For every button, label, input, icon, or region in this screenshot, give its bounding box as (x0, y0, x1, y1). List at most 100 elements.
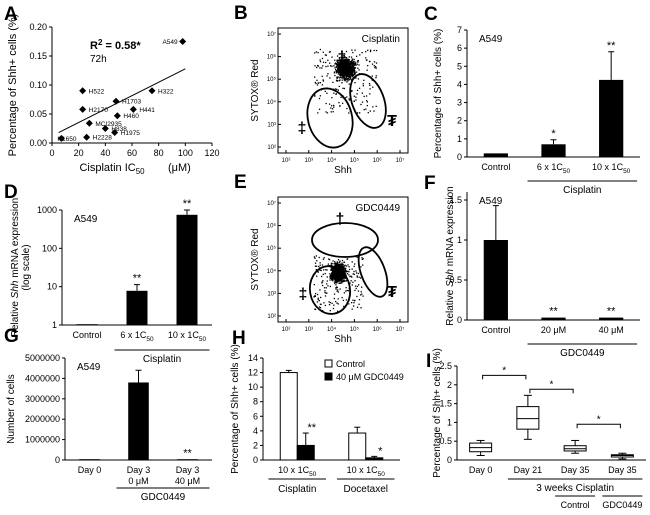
flow-event-dot (345, 72, 347, 74)
flow-event-dot (340, 266, 342, 269)
flow-event-dot (334, 278, 337, 280)
flow-event-dot (341, 76, 344, 78)
flow-event-dot (352, 72, 354, 74)
flow-event-dot (371, 75, 373, 77)
flow-event-dot (340, 67, 342, 69)
flow-event-dot (344, 71, 347, 74)
flow-event-dot (356, 112, 359, 114)
flow-event-dot (346, 81, 348, 83)
flow-y-axis-title: SYTOX® Red (250, 228, 261, 290)
category-label: 10 x 1C50 (592, 162, 631, 175)
flow-event-dot (347, 62, 349, 64)
flow-event-dot (329, 65, 332, 67)
flow-event-dot (338, 69, 340, 71)
flow-event-dot (331, 269, 333, 271)
flow-event-dot (344, 62, 346, 64)
flow-event-dot (325, 287, 327, 289)
flow-event-dot (355, 96, 357, 98)
flow-event-dot (339, 74, 341, 76)
flow-event-dot (318, 265, 320, 268)
flow-event-dot (354, 49, 356, 51)
flow-event-dot (362, 83, 364, 85)
flow-event-dot (332, 269, 334, 271)
a-x-tick-label: 80 (154, 148, 164, 158)
flow-event-dot (337, 71, 339, 73)
flow-event-dot (348, 65, 350, 67)
flow-event-dot (343, 64, 345, 66)
flow-event-dot (357, 59, 360, 62)
flow-event-dot (341, 262, 343, 264)
flow-event-dot (329, 276, 331, 278)
flow-event-dot (343, 72, 346, 75)
flow-event-dot (314, 308, 317, 311)
flow-event-dot (314, 52, 316, 54)
flow-event-dot (335, 279, 337, 281)
flow-event-dot (331, 276, 334, 278)
flow-event-dot (333, 65, 335, 67)
flow-event-dot (331, 56, 333, 58)
flow-event-dot (346, 78, 349, 80)
flow-event-dot (350, 65, 352, 67)
a-data-point (148, 87, 156, 95)
flow-gate (306, 87, 354, 149)
flow-event-dot (337, 263, 339, 265)
flow-event-dot (336, 279, 338, 281)
flow-event-dot (353, 69, 355, 72)
flow-event-dot (339, 71, 341, 73)
a-x-tick-label: 100 (178, 148, 193, 158)
flow-event-dot (348, 76, 351, 78)
group-label: GDC0449 (141, 492, 186, 503)
panel-letter-e: E (234, 172, 247, 193)
flow-event-dot (342, 63, 345, 65)
h-legend-label: Control (336, 359, 365, 369)
flow-event-dot (349, 76, 352, 78)
flow-event-dot (345, 265, 348, 267)
category-label: Day 0 (78, 465, 102, 475)
bar-y-tick-label: 0.5 (449, 275, 462, 285)
flow-event-dot (326, 269, 328, 271)
flow-event-dot (316, 84, 319, 86)
flow-event-dot (333, 269, 336, 272)
flow-event-dot (362, 264, 364, 266)
flow-event-dot (358, 64, 360, 66)
flow-event-dot (333, 273, 336, 276)
flow-event-dot (337, 73, 339, 75)
flow-event-dot (338, 73, 341, 76)
flow-event-dot (348, 98, 350, 100)
flow-event-dot (347, 73, 349, 76)
flow-x-tick-label: 10⁵ (350, 326, 360, 333)
flow-event-dot (338, 64, 341, 66)
flow-event-dot (318, 299, 320, 302)
flow-event-dot (342, 64, 344, 66)
a-y-tick-label: 0.15 (29, 51, 47, 61)
flow-event-dot (356, 276, 358, 278)
significance-mark: ** (549, 306, 558, 318)
flow-event-dot (334, 262, 336, 264)
bar-y-tick-label: 0 (457, 152, 462, 162)
a-point-label: H1650 (57, 136, 77, 143)
flow-event-dot (352, 68, 354, 70)
flow-event-dot (365, 99, 368, 102)
flow-event-dot (331, 274, 334, 277)
significance-mark: ** (183, 447, 192, 459)
flow-event-dot (346, 107, 348, 110)
flow-event-dot (327, 263, 330, 265)
flow-event-dot (365, 108, 367, 110)
flow-event-dot (375, 77, 377, 79)
flow-event-dot (368, 82, 371, 85)
flow-event-dot (335, 284, 337, 286)
flow-event-dot (341, 73, 343, 75)
i-group-label: 3 weeks Cisplatin (536, 483, 614, 494)
flow-event-dot (342, 61, 344, 63)
flow-event-dot (319, 59, 321, 61)
flow-event-dot (347, 290, 350, 292)
category-label: Day 3 (127, 465, 151, 475)
flow-event-dot (336, 77, 338, 80)
flow-event-dot (317, 112, 319, 114)
flow-event-dot (318, 306, 321, 308)
flow-event-dot (365, 51, 367, 53)
flow-event-dot (345, 66, 347, 68)
flow-event-dot (353, 71, 355, 73)
flow-event-dot (351, 89, 353, 92)
flow-event-dot (352, 65, 354, 67)
